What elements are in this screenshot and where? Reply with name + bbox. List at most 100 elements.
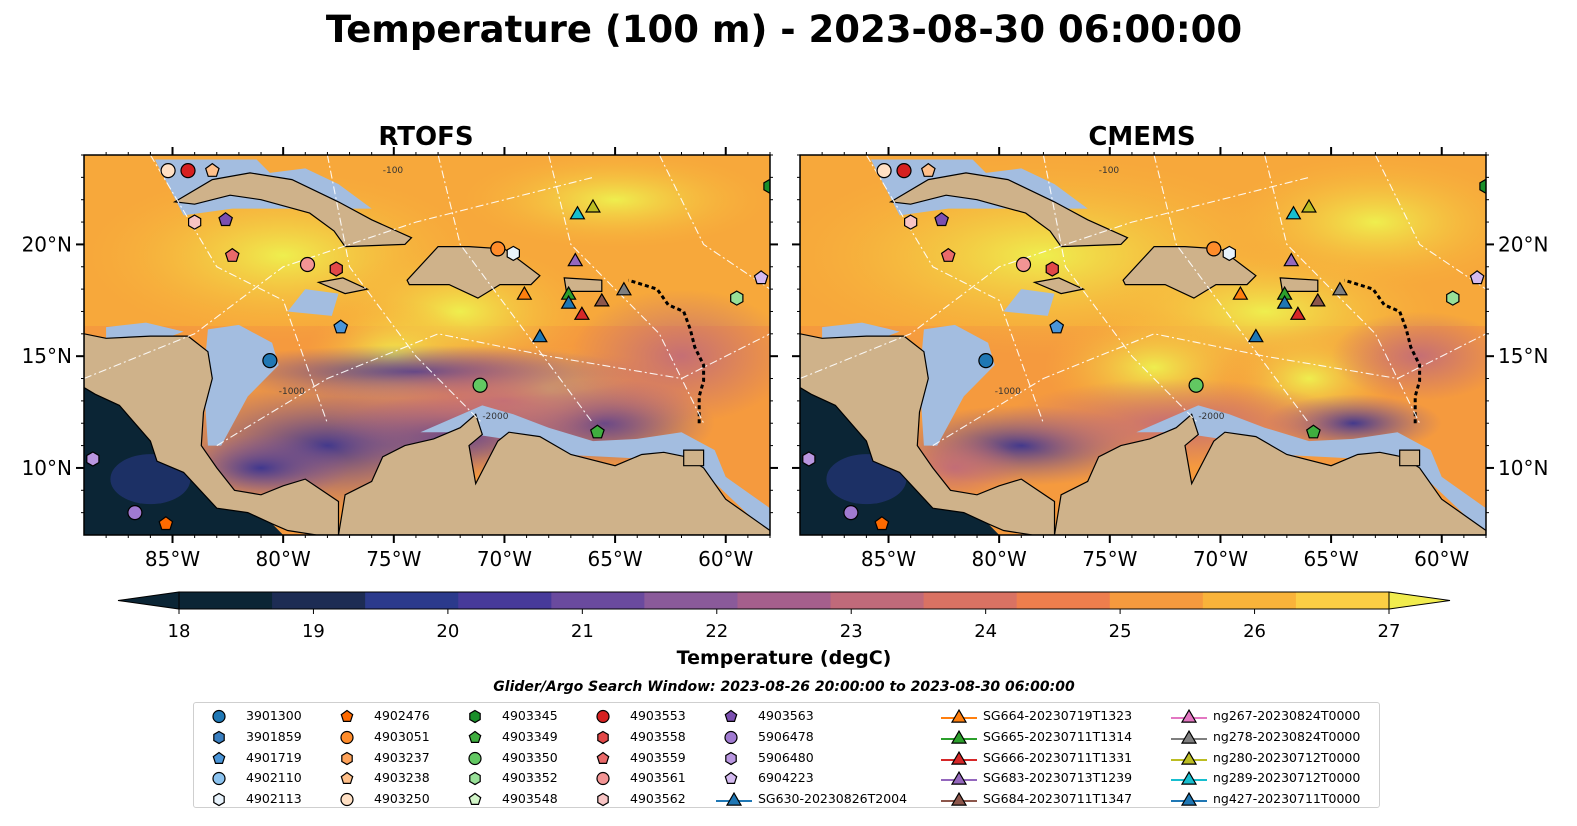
map-marker [531, 328, 548, 343]
map-marker [560, 294, 577, 309]
legend-label: 6904223 [758, 770, 814, 786]
legend-label: 4903352 [502, 770, 558, 786]
legend: 3901300 3901859 4901719 4902110 4902113 4902… [193, 702, 1380, 808]
legend-marker-icon [596, 751, 610, 764]
map-marker [1285, 205, 1302, 220]
legend-marker-icon [468, 751, 482, 765]
map-marker [1289, 306, 1306, 320]
legend-label: 4902110 [246, 770, 302, 786]
lon-tick-label: 65°W [587, 547, 642, 571]
map-marker [329, 261, 343, 277]
legend-marker-icon [724, 772, 738, 785]
contour-label: -2000 [482, 412, 508, 422]
map-marker [1469, 270, 1485, 285]
legend-marker-icon [597, 730, 609, 744]
map-marker [573, 306, 590, 320]
lon-tick-label: 70°W [1193, 547, 1248, 571]
legend-marker-icon [212, 709, 226, 724]
legend-marker-icon [213, 792, 225, 807]
figure-title: Temperature (100 m) - 2023-08-30 06:00:0… [326, 8, 1242, 51]
legend-marker-icon [941, 750, 977, 765]
map-marker [1283, 252, 1300, 267]
map-marker [763, 178, 770, 194]
map-marker [876, 163, 892, 179]
lon-tick-label: 85°W [861, 547, 916, 571]
legend-label: SG666-20230711T1331 [983, 749, 1133, 765]
legend-marker-icon [341, 751, 353, 765]
map-marker [516, 285, 533, 300]
legend-label: 4903250 [374, 791, 430, 807]
legend-marker-icon [941, 771, 977, 786]
legend-label: ng278-20230824T0000 [1213, 728, 1361, 744]
legend-label: 4902476 [374, 708, 430, 723]
lat-tick-label: 20°N [1498, 232, 1548, 256]
map-marker [490, 241, 506, 257]
contour-label: -2000 [1198, 412, 1224, 422]
legend-marker-icon [340, 709, 354, 722]
map-marker [593, 292, 610, 307]
colorbar-tick-label: 24 [974, 621, 997, 642]
panel-title-cmems: CMEMS [1088, 122, 1195, 152]
legend-marker-icon [340, 730, 354, 744]
legend-label: 4903558 [630, 728, 686, 744]
map-marker [920, 162, 936, 177]
map-marker [843, 505, 859, 521]
legend-marker-icon [1171, 729, 1207, 744]
legend-marker-icon [1171, 792, 1207, 806]
colorbar-segment [737, 592, 832, 609]
map-marker [158, 516, 174, 531]
map-marker [1206, 241, 1222, 257]
map-marker [1049, 319, 1065, 334]
colorbar-segment [830, 592, 925, 609]
contour-label: -1000 [995, 387, 1021, 397]
lon-tick-label: 80°W [972, 547, 1027, 571]
legend-marker-icon [724, 730, 738, 744]
legend-marker-icon [597, 792, 609, 807]
lon-tick-label: 75°W [366, 547, 421, 571]
legend-marker-icon [716, 792, 752, 806]
legend-label: 4903237 [374, 749, 430, 765]
legend-marker-icon [340, 793, 354, 807]
map-marker [874, 516, 890, 531]
map-marker [506, 245, 521, 262]
legend-marker-icon [941, 729, 977, 744]
legend-label: 4903553 [630, 708, 686, 723]
contour-label: -100 [383, 166, 404, 176]
map-marker [1479, 178, 1486, 194]
map-marker [584, 198, 601, 213]
legend-label: 4903051 [374, 728, 430, 744]
map-panel-cmems: -100 -1000 -2000 85°W 80°W 75°W 70°W 65°W 60°W 10… [792, 147, 1548, 571]
legend-label: 5906478 [758, 728, 814, 744]
colorbar-tick-label: 20 [436, 621, 459, 642]
legend-marker-icon [724, 709, 738, 722]
legend-label: SG664-20230719T1323 [983, 708, 1133, 723]
legend-marker-icon [469, 772, 481, 786]
legend-label: 4903561 [630, 770, 686, 786]
panel-title-rtofs: RTOFS [378, 122, 473, 152]
legend-label: 4903238 [374, 770, 430, 786]
map-marker [1300, 198, 1317, 213]
map-marker [160, 163, 176, 179]
colorbar-segment [1109, 592, 1204, 609]
colorbar-segment [272, 592, 366, 609]
colorbar-segment [1016, 592, 1111, 609]
map-marker [589, 424, 605, 439]
legend-label: ng267-20230824T0000 [1213, 708, 1361, 723]
lon-tick-label: 65°W [1303, 547, 1358, 571]
lon-tick-label: 60°W [698, 547, 753, 571]
map-marker [127, 505, 143, 521]
map-marker [204, 162, 220, 177]
map-marker [934, 212, 950, 227]
lat-tick-label: 20°N [22, 232, 72, 256]
legend-marker-icon [1171, 750, 1207, 765]
map-marker [472, 377, 488, 393]
legend-label: ng289-20230712T0000 [1213, 770, 1361, 786]
lat-tick-label: 15°N [1498, 344, 1548, 368]
map-marker [896, 163, 912, 179]
map-panel-rtofs: -100 -1000 -2000 85°W 80°W 75°W 70°W 65°W 60°W 10… [22, 147, 778, 571]
map-marker [940, 247, 956, 262]
legend-marker-icon [941, 708, 977, 723]
legend-label: ng427-20230711T0000 [1213, 791, 1361, 807]
colorbar-segment [644, 592, 738, 609]
